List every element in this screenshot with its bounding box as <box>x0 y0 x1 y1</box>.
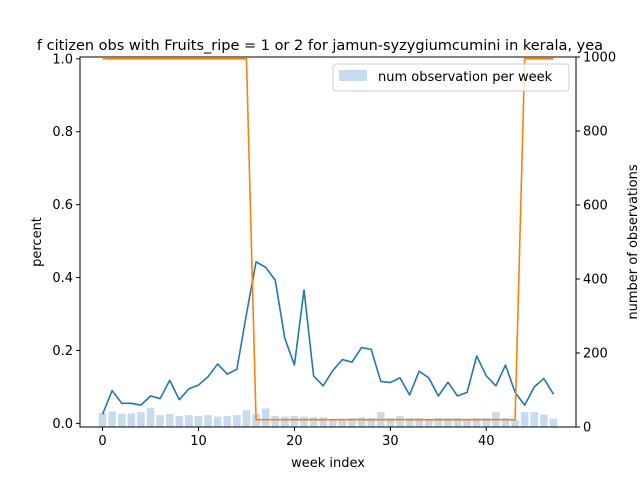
x-axis-ticks: 0 10 20 30 40 <box>98 427 495 449</box>
observation-bar <box>223 415 232 427</box>
observation-bar <box>415 418 423 427</box>
observation-bar <box>511 419 519 427</box>
y-tick-label: 0.2 <box>52 344 73 359</box>
observation-bar <box>280 416 289 427</box>
observation-bar <box>434 418 443 427</box>
y2-tick-label: 0 <box>583 421 591 436</box>
observation-bar <box>98 412 107 427</box>
observation-bar <box>319 417 328 427</box>
observation-bar <box>386 418 395 427</box>
observation-bar <box>328 419 337 427</box>
y2-tick-label: 800 <box>583 125 608 140</box>
observation-bar <box>271 415 280 427</box>
observation-bar <box>127 413 136 427</box>
y2-tick-label: 1000 <box>583 51 616 66</box>
legend: num observation per week <box>332 63 570 92</box>
y-tick-label: 0.6 <box>52 198 73 213</box>
observation-bar <box>185 415 193 427</box>
x-tick-label: 10 <box>190 434 207 449</box>
series-lines <box>101 58 555 421</box>
observation-bar <box>300 416 308 427</box>
legend-swatch <box>339 70 367 81</box>
observation-bar <box>540 414 548 427</box>
x-tick-label: 30 <box>382 434 399 449</box>
y-tick-label: 0.4 <box>52 271 73 286</box>
observation-bar <box>348 418 356 427</box>
observation-bar <box>108 411 116 427</box>
y-tick-label: 0.0 <box>52 417 73 432</box>
observation-bar <box>242 410 251 427</box>
y-tick-label: 0.8 <box>52 125 73 140</box>
observation-bar <box>252 414 260 427</box>
observation-bar <box>482 418 491 427</box>
observation-bar <box>137 412 145 427</box>
observation-bar <box>233 415 241 427</box>
y2-tick-label: 600 <box>583 199 608 214</box>
legend-entry: num observation per week <box>378 70 553 85</box>
observation-bar <box>357 417 366 427</box>
observation-bar <box>165 414 174 427</box>
observation-bar <box>520 412 529 427</box>
observation-bar <box>290 415 299 427</box>
y-axis-label: percent <box>30 217 45 267</box>
observation-bar <box>367 418 376 427</box>
observation-bar <box>117 413 126 427</box>
legend-box <box>332 63 570 92</box>
observation-bar <box>309 417 318 427</box>
observation-bar <box>194 415 203 427</box>
observation-bar <box>156 415 164 427</box>
y2-tick-label: 200 <box>583 347 608 362</box>
observation-bar <box>472 418 481 427</box>
observation-bar <box>175 415 184 427</box>
observation-bar <box>424 419 433 427</box>
y2-axis-label: number of observations <box>626 164 640 319</box>
observation-bar <box>396 415 404 427</box>
chart-title: f citizen obs with Fruits_ripe = 1 or 2 … <box>37 38 603 54</box>
observation-bar <box>261 408 270 427</box>
observation-bar <box>530 412 539 427</box>
observation-bar <box>463 418 471 427</box>
observation-bar <box>444 418 452 427</box>
y2-tick-label: 400 <box>583 273 608 288</box>
observation-bar <box>146 407 155 427</box>
y2-axis-ticks: 0 200 400 600 800 1000 <box>576 51 616 436</box>
observation-bar <box>453 418 462 427</box>
series-line <box>101 261 555 415</box>
x-tick-label: 0 <box>98 434 106 449</box>
x-tick-label: 20 <box>286 434 303 449</box>
observation-bar <box>501 418 510 427</box>
observation-bar <box>213 416 222 427</box>
series-line <box>102 58 554 421</box>
x-tick-label: 40 <box>478 434 495 449</box>
plot-frame <box>79 56 577 428</box>
observation-bar <box>338 418 347 427</box>
x-axis-label: week index <box>291 456 365 471</box>
y-tick-label: 1.0 <box>52 52 73 67</box>
y-axis-ticks: 0.0 0.2 0.4 0.6 0.8 1.0 <box>52 52 80 432</box>
observation-bar <box>204 415 212 427</box>
observation-bar <box>549 418 558 427</box>
observation-bar <box>405 418 414 427</box>
